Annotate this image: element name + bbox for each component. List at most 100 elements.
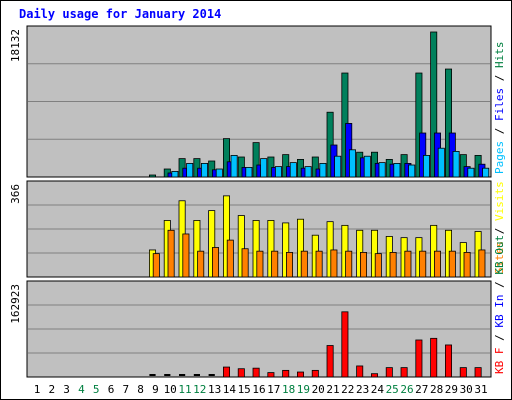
bar-visits: [267, 220, 275, 278]
x-tick-label: 28: [430, 383, 443, 396]
bar-kb-f: [282, 369, 290, 378]
bar-hits: [430, 31, 438, 178]
legend-entry: KB In: [493, 295, 506, 328]
bar-hits: [311, 156, 319, 178]
x-tick-label: 5: [93, 383, 100, 396]
legend-entry: /: [493, 121, 506, 141]
bar-sites: [211, 247, 219, 278]
panel-bottom: 162923 KB F / KB In / KB Out: [9, 235, 506, 378]
bar-visits: [252, 220, 260, 278]
legend-entry: Visits: [493, 181, 506, 221]
legend: Pages / Files / Hits: [493, 42, 506, 175]
legend-entry: Files: [493, 88, 506, 121]
bar-kb-f: [415, 339, 423, 378]
bar-visits: [193, 220, 201, 278]
bar-pages: [482, 167, 490, 178]
bar-visits: [222, 195, 230, 278]
x-tick-label: 20: [312, 383, 325, 396]
x-tick-label: 9: [152, 383, 159, 396]
bar-hits: [444, 68, 452, 178]
legend-entry: KB F: [493, 348, 506, 375]
bar-pages: [260, 158, 268, 178]
bar-sites: [419, 250, 427, 278]
x-tick-label: 4: [78, 383, 85, 396]
bar-sites: [271, 250, 279, 278]
bar-kb-f: [385, 367, 393, 378]
bar-pages: [393, 163, 401, 178]
bar-kb-f: [400, 367, 408, 378]
x-tick-label: 2: [48, 383, 55, 396]
bar-sites: [182, 233, 190, 278]
bar-pages: [215, 168, 223, 178]
bar-kb-f: [179, 374, 186, 376]
x-tick-label: 3: [63, 383, 70, 396]
panel-middle: 366 Sites / Visits: [9, 180, 506, 278]
x-tick-label: 15: [238, 383, 251, 396]
bar-kb-f: [267, 372, 275, 378]
bar-kb-f: [356, 365, 364, 378]
bar-hits: [282, 154, 290, 178]
bar-kb-f: [237, 368, 245, 378]
x-tick-label: 16: [252, 383, 265, 396]
bar-pages: [186, 163, 194, 178]
y-max-label: 18132: [9, 29, 22, 62]
x-tick-label: 13: [208, 383, 221, 396]
bar-pages: [363, 155, 371, 178]
bar-pages: [422, 155, 430, 178]
bar-hits: [208, 160, 216, 178]
bar-pages: [319, 163, 327, 178]
bar-sites: [226, 239, 234, 278]
x-tick-label: 18: [282, 383, 295, 396]
bar-pages: [200, 163, 208, 178]
panel-top: 18132 Pages / Files / Hits: [9, 25, 506, 178]
y-max-label: 366: [9, 184, 22, 204]
x-tick-label: 30: [460, 383, 473, 396]
bar-visits: [282, 222, 290, 278]
bar-kb-f: [370, 373, 378, 378]
bar-hits: [459, 154, 467, 178]
bar-sites: [330, 249, 338, 278]
bar-sites: [448, 250, 456, 278]
bar-sites: [389, 252, 397, 278]
bar-pages: [467, 167, 475, 178]
bar-sites: [256, 250, 264, 278]
x-tick-label: 6: [108, 383, 115, 396]
legend-entry: Sites: [493, 241, 506, 274]
bar-sites: [152, 253, 160, 278]
bar-kb-f: [164, 374, 171, 376]
bar-pages: [230, 155, 238, 178]
bar-hits: [148, 174, 156, 178]
x-tick-label: 7: [122, 383, 129, 396]
bar-pages: [437, 147, 445, 178]
x-tick-label: 10: [164, 383, 177, 396]
bar-sites: [433, 250, 441, 278]
legend-entry: /: [493, 221, 506, 241]
bar-sites: [197, 250, 205, 278]
legend: KB F / KB In / KB Out: [493, 235, 506, 374]
bar-kb-f: [222, 366, 230, 378]
bar-pages: [408, 164, 416, 178]
legend: Sites / Visits: [493, 181, 506, 274]
x-tick-label: 11: [178, 383, 191, 396]
bar-sites: [300, 250, 308, 278]
legend-entry: Pages: [493, 141, 506, 174]
bar-sites: [404, 250, 412, 278]
bar-sites: [241, 248, 249, 278]
bar-hits: [415, 72, 423, 178]
bar-sites: [315, 250, 323, 278]
bar-hits: [252, 142, 260, 178]
bar-sites: [345, 250, 353, 278]
x-tick-label: 24: [371, 383, 385, 396]
x-tick-label: 23: [356, 383, 369, 396]
x-tick-label: 26: [400, 383, 413, 396]
legend-entry: /: [493, 275, 506, 295]
legend-entry: Hits: [493, 42, 506, 69]
bar-kb-f: [444, 344, 452, 378]
bar-visits: [208, 210, 216, 278]
x-tick-label: 8: [137, 383, 144, 396]
bar-visits: [326, 221, 334, 278]
legend-entry: /: [493, 68, 506, 88]
x-tick-label: 21: [326, 383, 339, 396]
legend-entry: /: [493, 328, 506, 348]
